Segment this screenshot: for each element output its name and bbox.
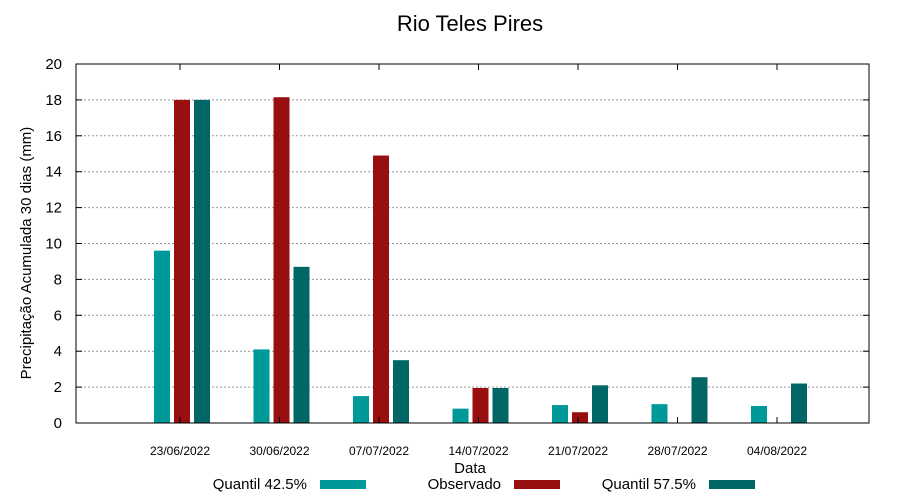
bars [154, 97, 807, 424]
y-tick-label: 18 [45, 92, 62, 109]
y-tick-label: 4 [54, 343, 62, 360]
x-axis-ticks: 23/06/2022 30/06/2022 07/07/2022 14/07/2022… [150, 64, 807, 458]
y-tick-label: 16 [45, 128, 62, 145]
legend-swatch [514, 480, 560, 489]
legend: Quantil 42.5% Observado Quantil 57.5% [213, 476, 755, 493]
bar-quantil-42-5 [751, 405, 767, 423]
bar-quantil-42-5 [651, 404, 668, 423]
y-tick-label: 14 [45, 164, 62, 181]
legend-label: Observado [428, 476, 501, 493]
legend-swatch [320, 480, 366, 489]
y-tick-label: 8 [54, 271, 62, 288]
bar-quantil-42-5 [552, 405, 568, 423]
x-tick-label: 21/07/2022 [548, 444, 608, 458]
bar-observado [472, 387, 489, 423]
bar-quantil-57-5 [393, 360, 409, 423]
y-axis-ticks: 0 2 4 6 8 10 12 14 16 18 20 [45, 56, 869, 432]
y-tick-label: 2 [54, 379, 62, 396]
x-tick-label: 28/07/2022 [647, 444, 707, 458]
legend-label: Quantil 42.5% [213, 476, 307, 493]
y-tick-label: 10 [45, 236, 62, 253]
bar-observado [373, 155, 389, 424]
bar-quantil-42-5 [154, 250, 170, 423]
y-tick-label: 0 [54, 415, 62, 432]
bar-quantil-57-5 [691, 377, 708, 423]
bar-observado [174, 99, 190, 424]
x-tick-label: 14/07/2022 [448, 444, 508, 458]
bar-observado [572, 412, 588, 423]
x-axis-label: Data [454, 460, 486, 477]
x-tick-label: 30/06/2022 [249, 444, 309, 458]
bar-observado [273, 97, 290, 424]
bar-quantil-42-5 [353, 396, 369, 423]
x-tick-label: 04/08/2022 [747, 444, 807, 458]
plot-frame [75, 63, 870, 424]
legend-swatch [709, 480, 755, 489]
bar-quantil-57-5 [492, 387, 509, 423]
bar-quantil-42-5 [253, 349, 270, 423]
legend-label: Quantil 57.5% [602, 476, 696, 493]
y-tick-label: 20 [45, 56, 62, 73]
bar-quantil-57-5 [293, 266, 310, 423]
y-tick-label: 6 [54, 307, 62, 324]
y-axis-label: Precipitação Acumulada 30 dias (mm) [18, 127, 35, 380]
bar-quantil-57-5 [194, 99, 210, 424]
bar-quantil-57-5 [791, 383, 807, 423]
y-tick-label: 12 [45, 200, 62, 217]
x-tick-label: 23/06/2022 [150, 444, 210, 458]
bar-quantil-42-5 [452, 408, 469, 423]
chart-title: Rio Teles Pires [397, 11, 543, 36]
bar-quantil-57-5 [592, 385, 608, 423]
x-tick-label: 07/07/2022 [349, 444, 409, 458]
